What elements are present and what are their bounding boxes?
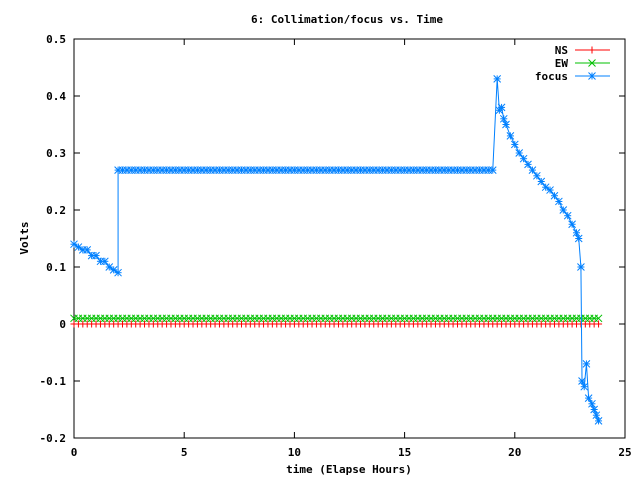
- x-tick-label: 25: [618, 446, 631, 459]
- y-tick-label: 0.1: [46, 261, 66, 274]
- x-tick-label: 20: [508, 446, 521, 459]
- data-point-focus: [493, 75, 502, 83]
- y-tick-label: 0.3: [46, 147, 66, 160]
- legend-marker-NS: [588, 46, 596, 54]
- data-point-focus: [563, 211, 572, 220]
- data-point-EW: [594, 314, 603, 323]
- y-tick-label: 0: [59, 318, 66, 331]
- data-point-focus: [537, 177, 546, 186]
- series-focus: [70, 75, 603, 425]
- data-point-focus: [578, 377, 586, 385]
- data-point-focus: [594, 417, 603, 425]
- data-point-focus: [502, 120, 510, 129]
- x-tick-label: 10: [288, 446, 301, 459]
- data-point-focus: [105, 263, 114, 271]
- legend-label-focus: focus: [535, 70, 568, 83]
- data-point-focus: [109, 265, 118, 274]
- data-point-focus: [559, 206, 568, 214]
- data-point-focus: [577, 263, 585, 271]
- series-EW: [70, 314, 603, 323]
- data-point-focus: [546, 186, 554, 194]
- data-point-focus: [532, 171, 541, 180]
- y-tick-label: -0.2: [40, 432, 67, 445]
- data-point-focus: [524, 160, 532, 169]
- data-point-focus: [70, 240, 78, 249]
- data-point-focus: [101, 257, 109, 266]
- data-point-focus: [488, 166, 497, 174]
- x-tick-label: 0: [71, 446, 78, 459]
- data-point-NS: [595, 320, 603, 328]
- data-point-focus: [528, 166, 537, 174]
- data-point-focus: [568, 220, 576, 229]
- plot-frame: [73, 38, 626, 439]
- data-point-focus: [572, 228, 581, 237]
- data-point-focus: [519, 154, 528, 163]
- y-tick-label: 0.2: [46, 204, 66, 217]
- data-point-focus: [515, 149, 524, 157]
- series-layer: [70, 75, 603, 425]
- data-point-focus: [114, 268, 122, 277]
- chart-title: 6: Collimation/focus vs. Time: [251, 13, 443, 26]
- data-point-focus: [550, 191, 559, 200]
- legend-label-NS: NS: [555, 44, 568, 57]
- legend-label-EW: EW: [555, 57, 569, 70]
- legend-marker-EW: [588, 59, 596, 67]
- data-point-focus: [506, 132, 515, 140]
- data-point-focus: [92, 251, 100, 260]
- y-tick-label: 0.5: [46, 33, 66, 46]
- data-point-focus: [574, 234, 583, 243]
- data-point-focus: [555, 197, 563, 206]
- data-point-focus: [74, 243, 83, 251]
- data-point-focus: [541, 183, 550, 192]
- data-point-focus: [83, 246, 92, 254]
- data-point-focus: [580, 382, 589, 391]
- data-point-focus: [582, 360, 591, 368]
- y-tick-label: 0.4: [46, 90, 66, 103]
- y-axis-label: Volts: [18, 221, 31, 254]
- data-point-focus: [510, 140, 519, 149]
- y-tick-label: -0.1: [40, 375, 67, 388]
- x-tick-label: 15: [398, 446, 411, 459]
- legend-marker-focus: [588, 72, 596, 80]
- data-point-focus: [497, 103, 506, 112]
- x-axis-label: time (Elapse Hours): [286, 463, 412, 476]
- series-NS: [70, 320, 603, 328]
- axis-ticks: 0 5 10 15 20 25 -0.2 -0.1 0 0.1 0.2 0.3 0.4 0.5: [40, 33, 632, 459]
- x-tick-label: 5: [181, 446, 188, 459]
